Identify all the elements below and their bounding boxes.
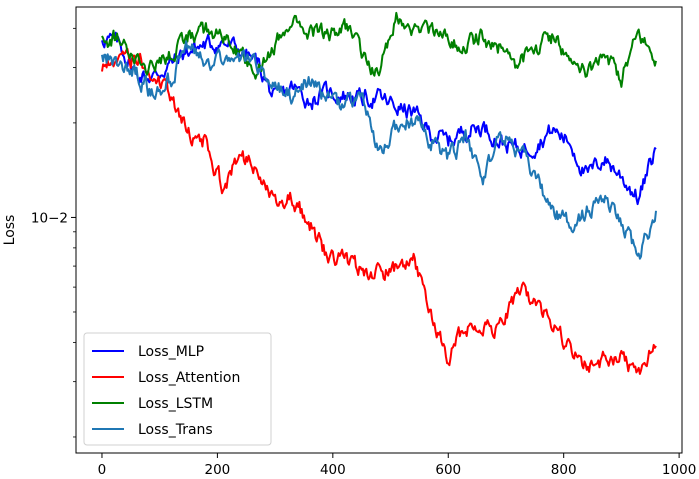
y-axis-label: Loss bbox=[2, 215, 18, 246]
x-tick-label: 400 bbox=[320, 462, 346, 478]
series-line-loss-attention bbox=[101, 47, 657, 375]
legend: Loss_MLP Loss_Attention Loss_LSTM Loss_Tran… bbox=[83, 332, 272, 446]
legend-label: Loss_Trans bbox=[138, 422, 213, 438]
y-tick-label: 10−2 bbox=[31, 210, 68, 226]
legend-box bbox=[83, 332, 272, 446]
series-layer bbox=[101, 11, 657, 375]
legend-label: Loss_Attention bbox=[138, 370, 240, 386]
x-tick-label: 200 bbox=[205, 462, 231, 478]
y-axis: 10−2 bbox=[31, 27, 76, 438]
x-tick-label: 800 bbox=[551, 462, 577, 478]
legend-label: Loss_LSTM bbox=[138, 396, 213, 412]
x-axis: 0 200 400 600 800 1000 bbox=[98, 453, 696, 478]
x-tick-label: 1000 bbox=[662, 462, 696, 478]
series-line-loss-trans bbox=[101, 40, 657, 260]
x-tick-label: 600 bbox=[435, 462, 461, 478]
plot-frame bbox=[75, 6, 683, 454]
legend-label: Loss_MLP bbox=[138, 344, 204, 360]
series-line-loss-lstm bbox=[101, 11, 657, 88]
x-tick-label: 0 bbox=[98, 462, 107, 478]
